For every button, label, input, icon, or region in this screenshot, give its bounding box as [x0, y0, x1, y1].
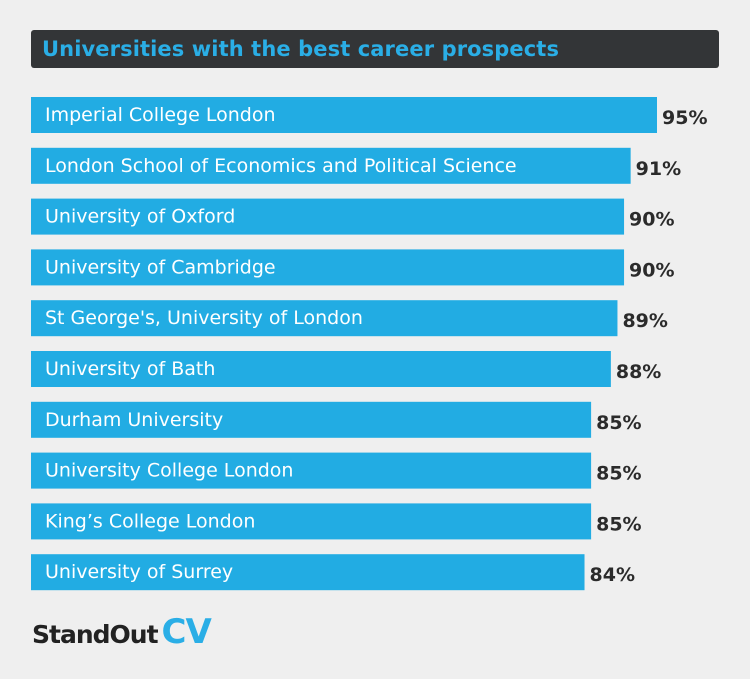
bar-category-label: University of Surrey: [45, 561, 233, 583]
standout-cv-logo: StandOut CV: [32, 612, 212, 652]
bar-value-label: 85%: [596, 463, 641, 485]
bar-category-label: London School of Economics and Political…: [45, 155, 517, 177]
bar-2: [31, 147, 631, 184]
bar-3: [31, 198, 625, 235]
bar-value-label: 88%: [616, 361, 661, 383]
bar-5: [31, 300, 618, 337]
logo-text-standout: StandOut: [32, 620, 159, 649]
bar-7: [31, 401, 592, 438]
bar-value-label: 85%: [596, 513, 641, 535]
bar-value-label: 84%: [590, 564, 635, 586]
bar-category-label: University of Cambridge: [45, 256, 276, 278]
bar-category-label: Imperial College London: [45, 104, 276, 126]
bar-4: [31, 249, 625, 286]
bar-value-label: 89%: [622, 310, 667, 332]
bar-value-label: 90%: [629, 209, 674, 231]
bar-category-label: University of Bath: [45, 358, 215, 380]
bar-10: [31, 554, 585, 591]
logo-text-cv: CV: [161, 612, 212, 652]
bar-category-label: King’s College London: [45, 510, 255, 532]
bar-9: [31, 503, 592, 540]
bar-category-label: University College London: [45, 460, 293, 482]
bar-category-label: Durham University: [45, 409, 223, 431]
bar-8: [31, 452, 592, 489]
chart-title-bar: Universities with the best career prospe…: [31, 30, 719, 68]
bar-category-label: St George's, University of London: [45, 307, 363, 329]
bar-value-label: 85%: [596, 412, 641, 434]
bar-value-label: 91%: [636, 158, 681, 180]
chart-title: Universities with the best career prospe…: [42, 37, 560, 61]
bar-1: [31, 97, 657, 133]
bar-6: [31, 351, 611, 387]
bar-category-label: University of Oxford: [45, 206, 235, 228]
bar-value-label: 90%: [629, 259, 674, 281]
bar-value-label: 95%: [662, 107, 707, 129]
